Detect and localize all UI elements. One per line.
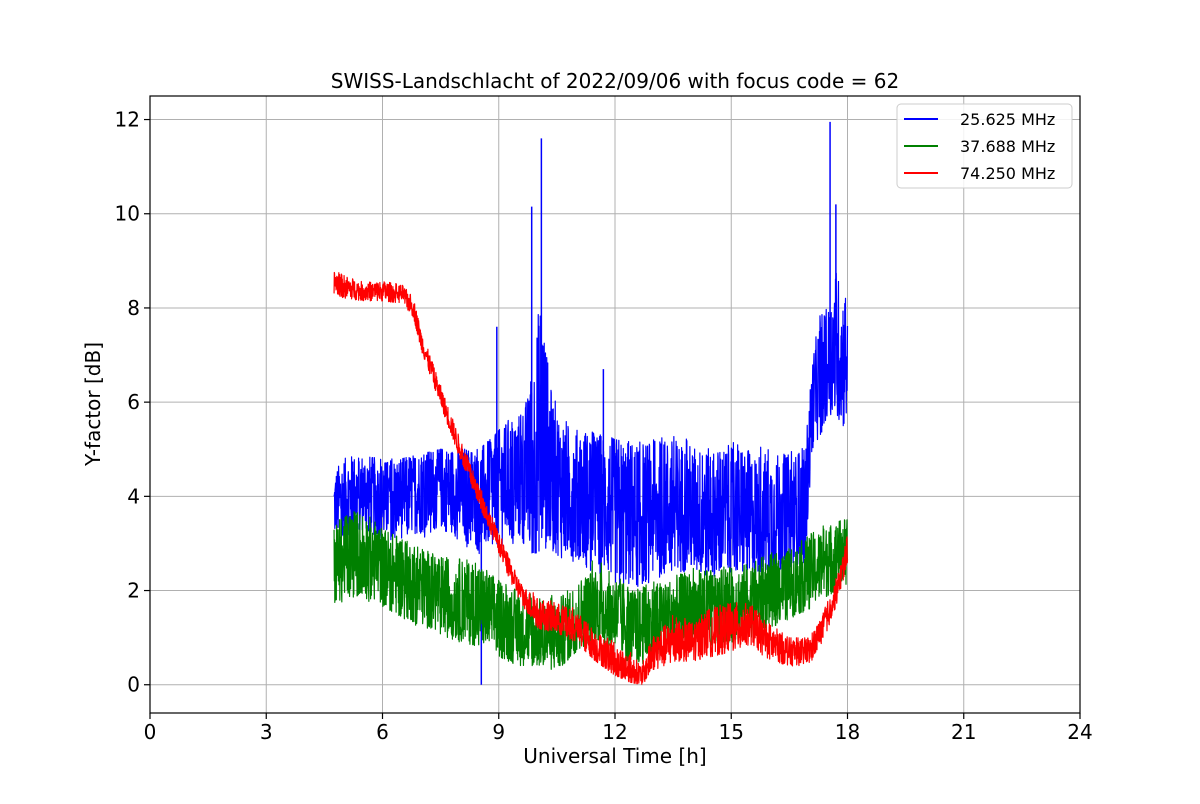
legend-label: 37.688 MHz bbox=[960, 137, 1055, 156]
series-0 bbox=[333, 121, 849, 685]
legend-label: 25.625 MHz bbox=[960, 110, 1055, 129]
series-2 bbox=[333, 271, 849, 685]
chart-title: SWISS-Landschlacht of 2022/09/06 with fo… bbox=[331, 69, 899, 93]
y-tick-label: 10 bbox=[115, 202, 140, 226]
x-tick-label: 21 bbox=[951, 720, 976, 744]
series-line bbox=[333, 271, 849, 685]
legend-items: 25.625 MHz 37.688 MHz 74.250 MHz bbox=[904, 110, 1055, 183]
legend-box bbox=[896, 103, 1073, 189]
legend: 25.625 MHz 37.688 MHz 74.250 MHz bbox=[896, 103, 1073, 189]
legend-label: 74.250 MHz bbox=[960, 164, 1055, 183]
x-tick-label: 3 bbox=[260, 720, 273, 744]
x-tick-label: 0 bbox=[144, 720, 157, 744]
x-tick-label: 24 bbox=[1067, 720, 1092, 744]
x-axis-label: Universal Time [h] bbox=[523, 744, 706, 768]
y-axis-label: Y-factor [dB] bbox=[81, 342, 105, 467]
series-line bbox=[333, 511, 849, 670]
series-1 bbox=[333, 511, 849, 670]
y-tick-label: 6 bbox=[127, 390, 140, 414]
x-tick-label: 9 bbox=[492, 720, 505, 744]
x-tick-label: 15 bbox=[719, 720, 744, 744]
y-tick-label: 4 bbox=[127, 484, 140, 508]
y-tick-label: 12 bbox=[115, 108, 140, 132]
x-tick-label: 18 bbox=[835, 720, 860, 744]
y-tick-label: 0 bbox=[127, 673, 140, 697]
x-tick-label: 6 bbox=[376, 720, 389, 744]
y-tick-label: 2 bbox=[127, 579, 140, 603]
y-tick-label: 8 bbox=[127, 296, 140, 320]
series-layer bbox=[333, 121, 849, 685]
x-tick-label: 12 bbox=[602, 720, 627, 744]
